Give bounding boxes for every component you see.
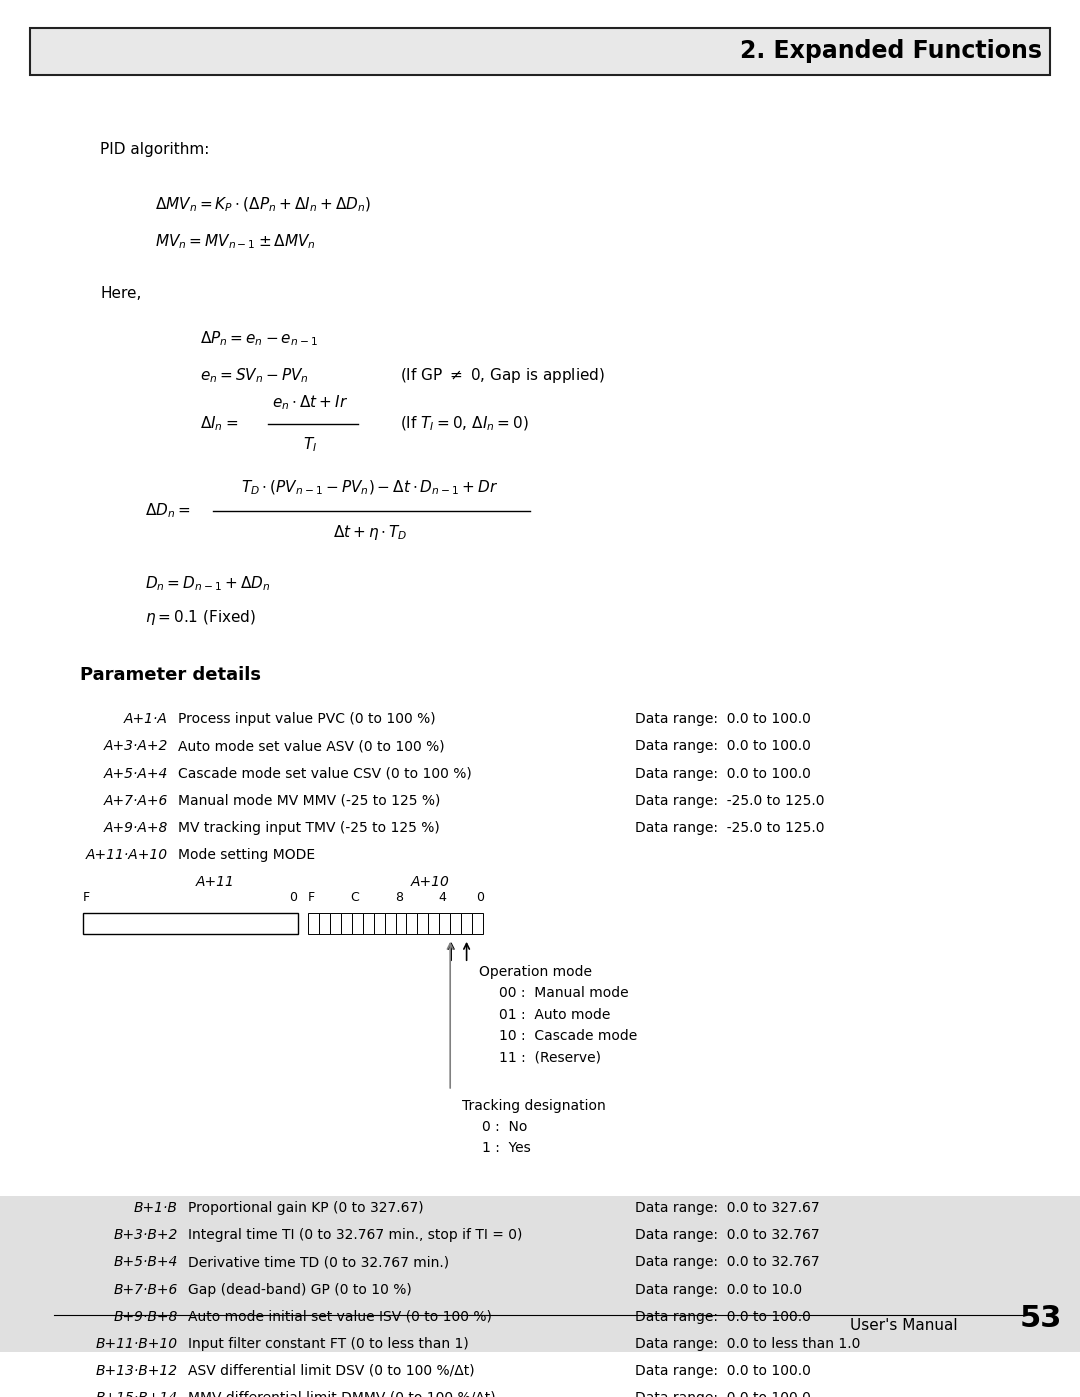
Text: B+7·B+6: B+7·B+6 <box>113 1282 178 1296</box>
Bar <box>406 912 417 935</box>
Text: Data range:  -25.0 to 125.0: Data range: -25.0 to 125.0 <box>635 821 824 835</box>
Bar <box>363 912 374 935</box>
Text: $T_I$: $T_I$ <box>302 436 318 454</box>
Text: ASV differential limit DSV (0 to 100 %/Δt): ASV differential limit DSV (0 to 100 %/Δ… <box>188 1363 474 1377</box>
Text: $MV_n = MV_{n-1} \pm \Delta MV_n$: $MV_n = MV_{n-1} \pm \Delta MV_n$ <box>156 232 316 251</box>
Text: C: C <box>351 891 360 904</box>
Text: B+11·B+10: B+11·B+10 <box>96 1337 178 1351</box>
Text: 00 :  Manual mode: 00 : Manual mode <box>499 986 629 1000</box>
Text: 4: 4 <box>438 891 446 904</box>
Text: Mode setting MODE: Mode setting MODE <box>178 848 315 862</box>
Bar <box>429 912 440 935</box>
Text: Data range:  0.0 to less than 1.0: Data range: 0.0 to less than 1.0 <box>635 1337 861 1351</box>
Bar <box>395 912 406 935</box>
FancyBboxPatch shape <box>30 28 1050 74</box>
Text: 10 :  Cascade mode: 10 : Cascade mode <box>499 1030 637 1044</box>
Text: B+3·B+2: B+3·B+2 <box>113 1228 178 1242</box>
Text: F: F <box>308 891 315 904</box>
Text: Data range:  0.0 to 100.0: Data range: 0.0 to 100.0 <box>635 739 811 753</box>
Text: MMV differential limit DMMV (0 to 100 %/Δt): MMV differential limit DMMV (0 to 100 %/… <box>188 1391 496 1397</box>
Bar <box>0 1196 1080 1397</box>
Bar <box>352 912 363 935</box>
Text: Auto mode initial set value ISV (0 to 100 %): Auto mode initial set value ISV (0 to 10… <box>188 1309 491 1323</box>
Text: A+3·A+2: A+3·A+2 <box>104 739 168 753</box>
Bar <box>329 912 341 935</box>
Text: 53: 53 <box>1020 1303 1063 1333</box>
Text: Data range:  0.0 to 100.0: Data range: 0.0 to 100.0 <box>635 767 811 781</box>
Bar <box>450 912 461 935</box>
Text: Parameter details: Parameter details <box>80 666 261 685</box>
Text: (If GP $\neq$ 0, Gap is applied): (If GP $\neq$ 0, Gap is applied) <box>400 366 605 386</box>
Text: User's Manual: User's Manual <box>850 1317 958 1333</box>
Text: $\Delta I_n =$: $\Delta I_n =$ <box>200 415 239 433</box>
Text: Derivative time TD (0 to 32.767 min.): Derivative time TD (0 to 32.767 min.) <box>188 1256 449 1270</box>
Text: Operation mode: Operation mode <box>478 965 592 979</box>
Text: Here,: Here, <box>100 285 141 300</box>
Text: $\Delta t + \eta \cdot T_D$: $\Delta t + \eta \cdot T_D$ <box>333 522 407 542</box>
Text: Process input value PVC (0 to 100 %): Process input value PVC (0 to 100 %) <box>178 712 435 726</box>
Bar <box>384 912 395 935</box>
Text: MV tracking input TMV (-25 to 125 %): MV tracking input TMV (-25 to 125 %) <box>178 821 440 835</box>
Text: 0 :  No: 0 : No <box>482 1120 527 1134</box>
Bar <box>374 912 384 935</box>
Text: Auto mode set value ASV (0 to 100 %): Auto mode set value ASV (0 to 100 %) <box>178 739 445 753</box>
Text: 01 :  Auto mode: 01 : Auto mode <box>499 1007 610 1021</box>
Text: Integral time TI (0 to 32.767 min., stop if TI = 0): Integral time TI (0 to 32.767 min., stop… <box>188 1228 523 1242</box>
Text: Data range:  0.0 to 32.767: Data range: 0.0 to 32.767 <box>635 1228 820 1242</box>
Text: $e_n \cdot \Delta t + Ir$: $e_n \cdot \Delta t + Ir$ <box>272 394 348 412</box>
Text: A+11: A+11 <box>195 875 234 888</box>
Text: $\eta = 0.1$ (Fixed): $\eta = 0.1$ (Fixed) <box>145 608 256 627</box>
Text: 11 :  (Reserve): 11 : (Reserve) <box>499 1051 600 1065</box>
Text: A+7·A+6: A+7·A+6 <box>104 793 168 807</box>
Text: Data range:  -25.0 to 125.0: Data range: -25.0 to 125.0 <box>635 793 824 807</box>
Text: Input filter constant FT (0 to less than 1): Input filter constant FT (0 to less than… <box>188 1337 469 1351</box>
Text: A+1·A: A+1·A <box>124 712 168 726</box>
Text: B+1·B: B+1·B <box>134 1201 178 1215</box>
Text: Data range:  0.0 to 100.0: Data range: 0.0 to 100.0 <box>635 1309 811 1323</box>
Text: Tracking designation: Tracking designation <box>462 1098 606 1112</box>
Text: Data range:  0.0 to 100.0: Data range: 0.0 to 100.0 <box>635 712 811 726</box>
Text: $D_n = D_{n-1} + \Delta D_n$: $D_n = D_{n-1} + \Delta D_n$ <box>145 574 270 592</box>
Bar <box>308 912 319 935</box>
Bar <box>83 912 298 935</box>
Bar <box>417 912 429 935</box>
Text: Gap (dead-band) GP (0 to 10 %): Gap (dead-band) GP (0 to 10 %) <box>188 1282 411 1296</box>
Text: F: F <box>83 891 90 904</box>
Bar <box>440 912 450 935</box>
Text: Data range:  0.0 to 327.67: Data range: 0.0 to 327.67 <box>635 1201 820 1215</box>
Text: Manual mode MV MMV (-25 to 125 %): Manual mode MV MMV (-25 to 125 %) <box>178 793 441 807</box>
Bar <box>319 912 329 935</box>
Text: 8: 8 <box>395 891 403 904</box>
Text: A+10: A+10 <box>410 875 449 888</box>
Text: PID algorithm:: PID algorithm: <box>100 142 210 158</box>
Text: Data range:  0.0 to 100.0: Data range: 0.0 to 100.0 <box>635 1391 811 1397</box>
Text: B+9·B+8: B+9·B+8 <box>113 1309 178 1323</box>
Bar <box>341 912 352 935</box>
Text: Data range:  0.0 to 10.0: Data range: 0.0 to 10.0 <box>635 1282 802 1296</box>
Text: $\Delta P_n = e_n - e_{n-1}$: $\Delta P_n = e_n - e_{n-1}$ <box>200 330 318 348</box>
Text: $\Delta D_n =$: $\Delta D_n =$ <box>145 502 190 521</box>
Text: A+9·A+8: A+9·A+8 <box>104 821 168 835</box>
Text: 0: 0 <box>476 891 484 904</box>
Text: 1 :  Yes: 1 : Yes <box>482 1141 531 1155</box>
Text: (If $T_I = 0$, $\Delta I_n = 0$): (If $T_I = 0$, $\Delta I_n = 0$) <box>400 415 529 433</box>
Bar <box>461 912 472 935</box>
Text: Proportional gain KP (0 to 327.67): Proportional gain KP (0 to 327.67) <box>188 1201 423 1215</box>
Text: $T_D \cdot (PV_{n-1} - PV_n) - \Delta t \cdot D_{n-1} + Dr$: $T_D \cdot (PV_{n-1} - PV_n) - \Delta t … <box>241 478 499 496</box>
Text: 2. Expanded Functions: 2. Expanded Functions <box>740 39 1042 63</box>
Text: 0: 0 <box>289 891 297 904</box>
Text: $\Delta MV_n = K_P \cdot (\Delta P_n + \Delta I_n + \Delta D_n)$: $\Delta MV_n = K_P \cdot (\Delta P_n + \… <box>156 196 372 214</box>
Text: A+5·A+4: A+5·A+4 <box>104 767 168 781</box>
Text: B+5·B+4: B+5·B+4 <box>113 1256 178 1270</box>
Text: Cascade mode set value CSV (0 to 100 %): Cascade mode set value CSV (0 to 100 %) <box>178 767 472 781</box>
Text: B+15·B+14: B+15·B+14 <box>96 1391 178 1397</box>
Text: B+13·B+12: B+13·B+12 <box>96 1363 178 1377</box>
Bar <box>472 912 483 935</box>
Text: Data range:  0.0 to 100.0: Data range: 0.0 to 100.0 <box>635 1363 811 1377</box>
Text: A+11·A+10: A+11·A+10 <box>86 848 168 862</box>
Text: $e_n = SV_n - PV_n$: $e_n = SV_n - PV_n$ <box>200 366 309 384</box>
Text: Data range:  0.0 to 32.767: Data range: 0.0 to 32.767 <box>635 1256 820 1270</box>
